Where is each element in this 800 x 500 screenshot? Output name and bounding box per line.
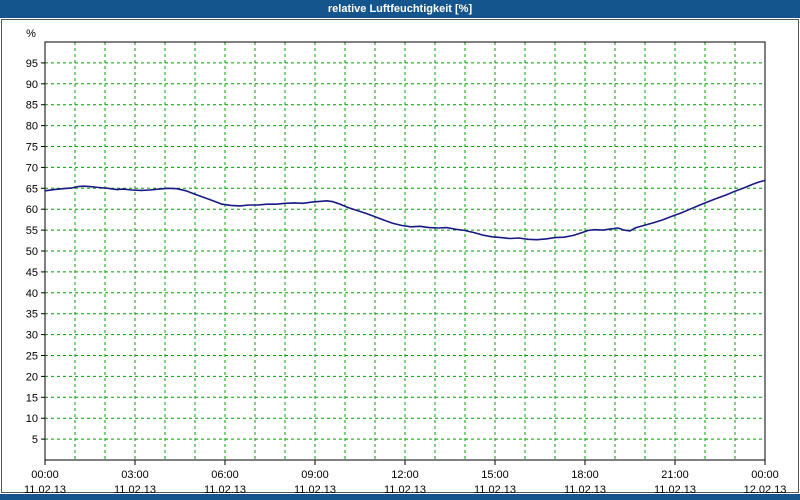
y-axis-tick-label: 50	[26, 246, 38, 258]
x-axis-time-label: 06:00	[211, 469, 239, 481]
x-axis-time-label: 00:00	[751, 469, 779, 481]
y-axis-tick-label: 80	[26, 121, 38, 133]
humidity-chart: 5 10 15 20 25 30 35 40 45 50 55 60 65 70 75 80 85 90 95% 00…	[1, 19, 799, 494]
y-axis-tick-label: 45	[26, 267, 38, 279]
x-axis-date-label: 11.02.13	[24, 484, 66, 494]
y-axis-tick-label: 90	[26, 79, 38, 91]
chart-title: relative Luftfeuchtigkeit [%]	[327, 3, 473, 15]
x-axis-time-label: 15:00	[481, 469, 509, 481]
y-axis-tick-label: 75	[26, 142, 38, 154]
x-axis-date-label: 11.02.13	[474, 484, 516, 494]
x-axis-date-label: 11.02.13	[294, 484, 336, 494]
y-axis-tick-label: 5	[32, 434, 38, 446]
x-axis-time-label: 18:00	[571, 469, 599, 481]
y-axis-tick-label: 40	[26, 288, 38, 300]
x-axis-date-label: 11.02.13	[384, 484, 426, 494]
y-axis-tick-label: 55	[26, 225, 38, 237]
x-axis-date-label: 12.02.13	[744, 484, 787, 494]
x-axis-time-label: 21:00	[661, 469, 689, 481]
y-axis-tick-label: 65	[26, 183, 38, 195]
x-axis-date-label: 11.02.13	[204, 484, 246, 494]
window-title-bar: relative Luftfeuchtigkeit [%]	[0, 0, 800, 18]
y-axis-tick-label: 70	[26, 162, 38, 174]
y-axis-tick-label: 25	[26, 351, 38, 363]
x-axis-time-label: 12:00	[391, 469, 419, 481]
y-axis-tick-label: 30	[26, 330, 38, 342]
y-axis-tick-label: 85	[26, 100, 38, 112]
y-axis-tick-label: 10	[26, 413, 38, 425]
chart-canvas: 5 10 15 20 25 30 35 40 45 50 55 60 65 70 75 80 85 90 95% 00…	[0, 18, 800, 494]
x-axis-date-label: 11.02.13	[114, 484, 156, 494]
x-axis-time-label: 09:00	[301, 469, 329, 481]
y-axis-tick-label: 15	[26, 392, 38, 404]
y-axis-tick-label: 60	[26, 204, 38, 216]
canvas-border	[1, 19, 799, 493]
y-axis-tick-label: 20	[26, 371, 38, 383]
y-axis-tick-label: 95	[26, 58, 38, 70]
x-axis-date-label: 11.02.13	[654, 484, 696, 494]
y-axis-unit-label: %	[26, 28, 36, 40]
x-axis-time-label: 00:00	[31, 469, 59, 481]
y-axis-tick-label: 35	[26, 309, 38, 321]
window-bottom-bar	[0, 494, 800, 500]
humidity-series-line	[44, 179, 766, 241]
x-axis-time-label: 03:00	[121, 469, 149, 481]
x-axis-date-label: 11.02.13	[564, 484, 606, 494]
